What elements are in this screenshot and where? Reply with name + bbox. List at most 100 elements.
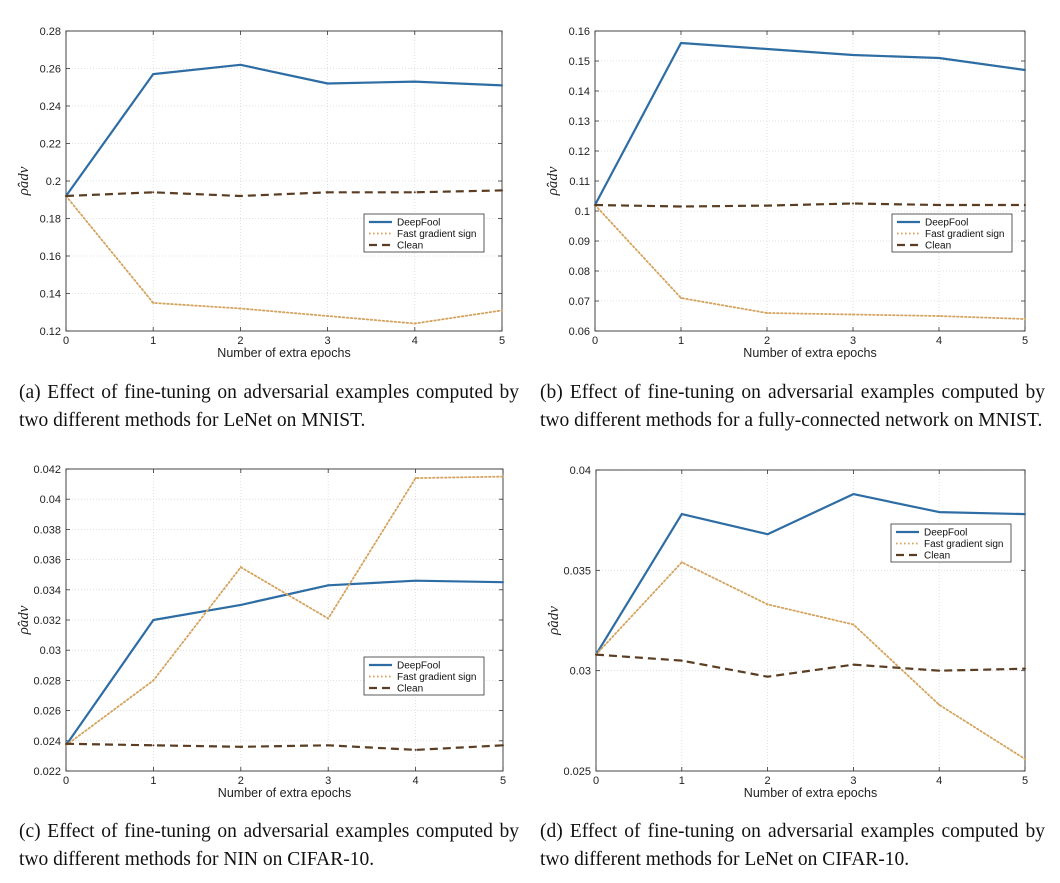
legend-label: DeepFool: [397, 661, 440, 672]
x-tick-label: 3: [850, 775, 856, 787]
y-tick-label: 0.035: [563, 565, 591, 577]
plot-area: [66, 31, 502, 331]
plot-frame: [595, 469, 1026, 772]
y-tick-label: 0.028: [33, 675, 61, 687]
data-point: [65, 742, 67, 745]
data-point: [239, 307, 242, 310]
data-point: [327, 584, 330, 587]
data-point: [152, 744, 155, 747]
x-tick-label: 2: [237, 335, 243, 347]
data-point: [680, 659, 683, 662]
y-tick-label: 0.13: [569, 116, 590, 128]
x-tick-label: 1: [678, 335, 684, 347]
data-point: [938, 315, 940, 317]
legend-label: Fast gradient sign: [925, 229, 1005, 240]
y-tick-label: 0.032: [33, 615, 61, 627]
y-tick-label: 0.04: [570, 465, 591, 477]
data-point: [766, 48, 768, 50]
y-tick-label: 0.038: [33, 524, 61, 536]
data-point: [766, 312, 768, 314]
plot-area: [596, 470, 1025, 771]
data-point: [502, 475, 504, 478]
data-point: [326, 191, 329, 194]
series-line-fast-gradient-sign: [65, 195, 503, 325]
y-tick-label: 0.022: [33, 766, 61, 778]
data-point: [152, 73, 155, 76]
data-point: [1024, 757, 1026, 760]
data-point: [595, 653, 597, 656]
data-point: [413, 80, 416, 83]
data-point: [1024, 204, 1026, 206]
chart-c-svg: 0.022 0.024 0.026 0.028 0.03 0.032 0.034 0.036 0…: [16, 464, 506, 800]
data-point: [938, 669, 941, 672]
data-point: [152, 191, 155, 194]
x-axis-label: Number of extra epochs: [217, 346, 350, 360]
y-tick-label: 0.14: [569, 86, 590, 98]
series-line-clean: [594, 202, 1025, 208]
y-tick-label: 0.04: [40, 494, 61, 506]
y-tick-label: 0.16: [40, 251, 61, 263]
data-point: [938, 511, 941, 514]
y-tick-label: 0.034: [33, 585, 61, 597]
data-point: [852, 202, 854, 205]
x-tick-label: 0: [592, 335, 598, 347]
data-point: [766, 603, 769, 606]
data-point: [1024, 318, 1026, 320]
legend-label: DeepFool: [925, 218, 968, 229]
legend-label: Fast gradient sign: [397, 229, 477, 240]
x-tick-label: 2: [238, 775, 244, 787]
series-line-clean: [65, 742, 504, 751]
data-point: [152, 301, 155, 304]
x-tick-label: 3: [325, 335, 331, 347]
data-point: [152, 619, 155, 621]
y-tick-label: 0.07: [569, 296, 590, 308]
legend-label: DeepFool: [397, 218, 440, 229]
data-point: [326, 315, 329, 317]
data-point: [938, 57, 940, 59]
data-point: [414, 477, 417, 480]
data-point: [414, 579, 417, 582]
data-point: [239, 195, 242, 197]
y-tick-label: 0.025: [563, 766, 591, 778]
x-tick-label: 3: [325, 775, 331, 787]
x-tick-label: 0: [63, 775, 69, 787]
x-tick-label: 1: [679, 775, 685, 787]
data-point: [413, 191, 416, 194]
data-point: [766, 533, 769, 536]
y-tick-label: 0.15: [569, 56, 590, 68]
y-tick-label: 0.042: [33, 464, 61, 476]
y-axis-label: ρ̂adv: [545, 166, 561, 196]
y-axis-label: ρ̂adv: [546, 606, 562, 636]
series-line-clean: [595, 653, 1026, 678]
chart-panel-a: 0.12 0.14 0.16 0.18 0.2 0.22 0.24 0.26 0.28 0 1 2 3 4…: [0, 0, 520, 375]
data-point: [152, 679, 155, 682]
data-point: [938, 204, 940, 206]
data-point: [501, 84, 503, 87]
chart-panel-b: 0.06 0.07 0.08 0.09 0.1 0.11 0.12 0.13 0.14 0.15 0…: [530, 0, 1060, 375]
caption-d: (d) Effect of fine-tuning on adversarial…: [540, 821, 1045, 870]
data-point: [680, 205, 682, 208]
x-tick-label: 4: [936, 335, 942, 347]
y-tick-label: 0.036: [33, 555, 61, 567]
y-tick-label: 0.26: [40, 64, 61, 76]
data-point: [239, 63, 242, 66]
y-tick-label: 0.14: [40, 289, 61, 301]
x-tick-label: 5: [1022, 775, 1028, 787]
y-tick-label: 0.03: [40, 645, 61, 657]
x-tick-label: 5: [500, 775, 506, 787]
data-point: [1024, 513, 1026, 516]
x-tick-label: 4: [412, 335, 418, 347]
data-point: [1024, 69, 1026, 71]
x-tick-label: 1: [150, 335, 156, 347]
x-tick-label: 5: [499, 335, 505, 347]
chart-panel-c: 0.022 0.024 0.026 0.028 0.03 0.032 0.034 0.036 0…: [0, 460, 520, 810]
chart-d-svg: 0.025 0.03 0.035 0.04 0 1 2 3 4 5 Number of extra …: [546, 465, 1028, 800]
series-line-deepfool: [594, 41, 1026, 206]
series-line-fast-gradient-sign: [65, 475, 504, 747]
y-tick-label: 0.09: [569, 236, 590, 248]
legend-label: Fast gradient sign: [924, 539, 1004, 550]
data-point: [239, 566, 242, 569]
y-axis-label: ρ̂adv: [16, 605, 32, 635]
